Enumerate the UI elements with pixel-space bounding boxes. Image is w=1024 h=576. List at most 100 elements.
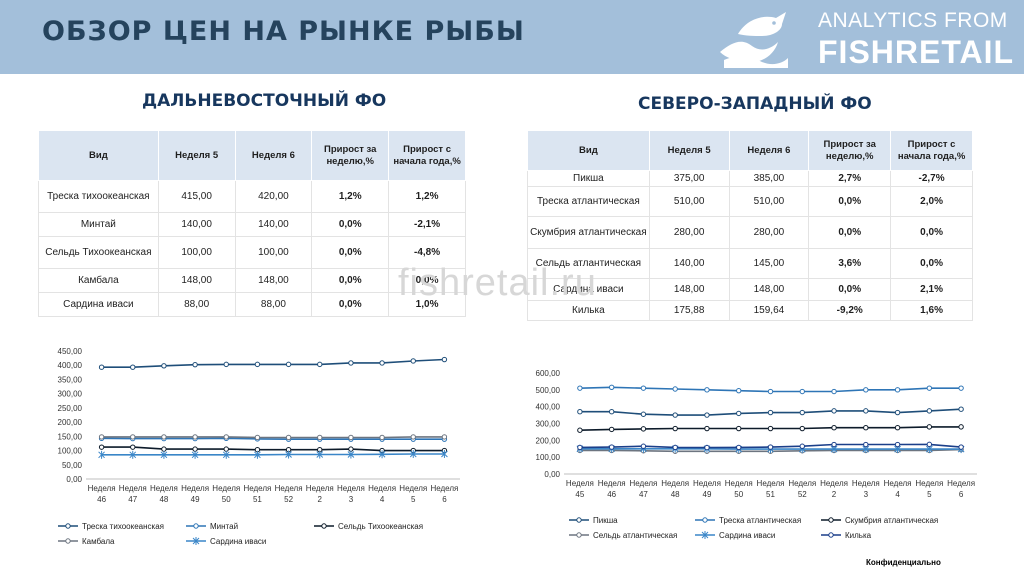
data-point	[577, 427, 583, 433]
data-point	[704, 412, 710, 418]
table-cell: 510,00	[728, 186, 810, 217]
data-point	[672, 444, 678, 451]
legend-label: Треска атлантическая	[719, 516, 801, 525]
x-tick-label-line: Неделя	[212, 484, 240, 493]
data-point	[192, 446, 198, 452]
table-cell: 375,00	[648, 170, 730, 187]
legend-marker	[828, 532, 834, 538]
data-point	[577, 409, 583, 415]
data-point	[958, 444, 964, 450]
x-tick-label: Неделя 46	[88, 484, 116, 504]
data-point	[767, 388, 774, 395]
legend-label: Минтай	[210, 522, 238, 531]
table-cell: 2,1%	[890, 278, 973, 301]
data-point	[704, 425, 710, 432]
table-row: Сардина иваси 88,00 88,00 0,0% 1,0%	[38, 292, 466, 317]
series-line	[101, 446, 445, 452]
data-point	[672, 412, 678, 418]
data-point	[608, 444, 615, 450]
y-tick-label: 200,00	[58, 418, 83, 427]
x-tick-label-line: Неделя	[915, 479, 943, 488]
legend-marker	[321, 523, 327, 529]
x-tick-label-line: Неделя	[598, 479, 626, 488]
table-cell: Треска атлантическая	[527, 186, 650, 217]
x-tick-label-line: Неделя	[788, 479, 816, 488]
x-tick-label: Неделя 49	[181, 484, 209, 504]
data-point	[254, 450, 261, 459]
x-tick-label-line: Неделя	[337, 484, 365, 493]
table-cell: Минтай	[38, 212, 159, 237]
x-tick-label: Неделя 52	[788, 479, 816, 499]
data-point	[799, 409, 805, 416]
table-cell: 140,00	[648, 248, 730, 279]
table-cell: 280,00	[728, 216, 810, 249]
data-point	[640, 411, 647, 417]
table-row: Сардина иваси 148,00 148,00 0,0% 2,1%	[527, 278, 973, 301]
column-header: Неделя 5	[648, 130, 730, 171]
data-point	[441, 356, 448, 363]
x-tick-label: Неделя 47	[629, 479, 657, 499]
table-cell: 510,00	[648, 186, 730, 217]
price-table-far-east: Вид Неделя 5 Неделя 6 Прирост за неделю,…	[38, 130, 466, 317]
x-tick-label: Неделя 5	[399, 484, 427, 504]
data-point	[608, 409, 615, 415]
x-tick-label-line: 2	[318, 495, 323, 504]
data-point	[98, 434, 105, 440]
y-tick-label: 200,00	[536, 436, 561, 445]
x-tick-label-line: 3	[349, 495, 354, 504]
table-cell: Скумбрия атлантическая	[527, 216, 650, 249]
series-line	[101, 436, 445, 439]
table-cell: 140,00	[234, 212, 313, 237]
table-cell: Треска тихоокеанская	[38, 180, 159, 213]
y-tick-label: 400,00	[58, 361, 83, 370]
data-point	[640, 426, 647, 432]
data-point	[223, 446, 229, 452]
data-point	[378, 450, 386, 459]
data-point	[317, 361, 323, 368]
data-point	[348, 360, 354, 366]
data-point	[160, 450, 168, 459]
table-cell: 0,0%	[311, 212, 390, 237]
data-point	[347, 450, 355, 459]
table-cell: 0,0%	[311, 236, 390, 269]
data-point	[98, 444, 105, 450]
data-point	[958, 424, 964, 430]
data-point	[894, 387, 901, 393]
x-tick-label: Неделя 4	[884, 479, 912, 499]
x-tick-label: Неделя 50	[725, 479, 753, 499]
x-tick-label: Неделя 50	[212, 484, 240, 504]
x-tick-label-line: 3	[864, 490, 869, 499]
data-point	[894, 425, 901, 431]
data-point	[736, 387, 742, 394]
x-tick-label-line: Неделя	[243, 484, 271, 493]
x-tick-label: Неделя 2	[306, 484, 334, 504]
data-point	[285, 434, 292, 441]
table-cell: -9,2%	[808, 300, 892, 321]
x-tick-label-line: 4	[895, 490, 900, 499]
x-tick-label-line: 51	[253, 495, 262, 504]
x-tick-label-line: Неделя	[399, 484, 427, 493]
data-point	[704, 444, 710, 451]
data-point	[130, 434, 136, 440]
table-cell: 159,64	[728, 300, 810, 321]
y-tick-label: 350,00	[58, 375, 83, 384]
data-point	[736, 410, 742, 417]
x-tick-label-line: 52	[284, 495, 293, 504]
table-cell: 420,00	[234, 180, 313, 213]
x-tick-label: Неделя 6	[947, 479, 975, 499]
x-tick-label: Неделя 3	[337, 484, 365, 504]
data-point	[441, 449, 448, 458]
x-tick-label-line: 52	[798, 490, 807, 499]
legend-label: Килька	[845, 531, 872, 540]
confidential-label: Конфиденциально	[866, 558, 941, 567]
data-point	[831, 408, 837, 414]
data-point	[926, 385, 933, 391]
x-tick-label-line: Неделя	[661, 479, 689, 488]
table-cell: 0,0%	[311, 292, 390, 317]
legend-marker	[701, 531, 709, 539]
table-cell: 0,0%	[388, 268, 466, 293]
data-point	[348, 434, 354, 441]
data-point	[608, 384, 615, 391]
data-point	[863, 408, 869, 414]
table-cell: 148,00	[157, 268, 236, 293]
